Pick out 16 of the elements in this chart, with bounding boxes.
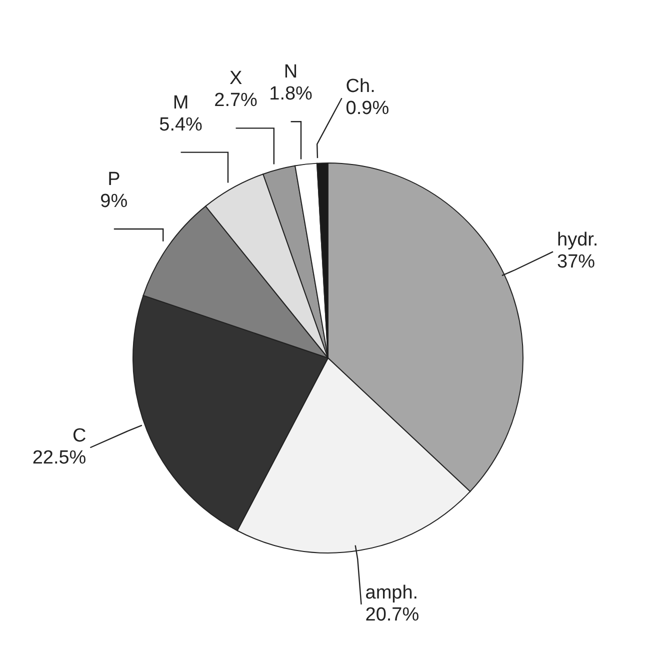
- data-label: 2.7%: [214, 90, 258, 112]
- slice-label: X: [229, 68, 242, 90]
- slice-label: hydr.: [557, 230, 598, 251]
- data-label: 1.8%: [269, 84, 313, 105]
- data-label: 37%: [557, 252, 596, 273]
- data-label: 22.5%: [32, 448, 86, 469]
- slice-label: C: [72, 426, 86, 447]
- data-label: 9%: [100, 191, 128, 212]
- slice-label: P: [108, 169, 120, 190]
- data-label: 0.9%: [346, 98, 390, 120]
- slice-label: amph.: [365, 582, 418, 604]
- slice-label: N: [284, 62, 298, 83]
- slice-label: M: [172, 92, 189, 114]
- data-label: 5.4%: [159, 114, 203, 136]
- data-label: 20.7%: [365, 604, 420, 626]
- slice-label: Ch.: [346, 76, 376, 98]
